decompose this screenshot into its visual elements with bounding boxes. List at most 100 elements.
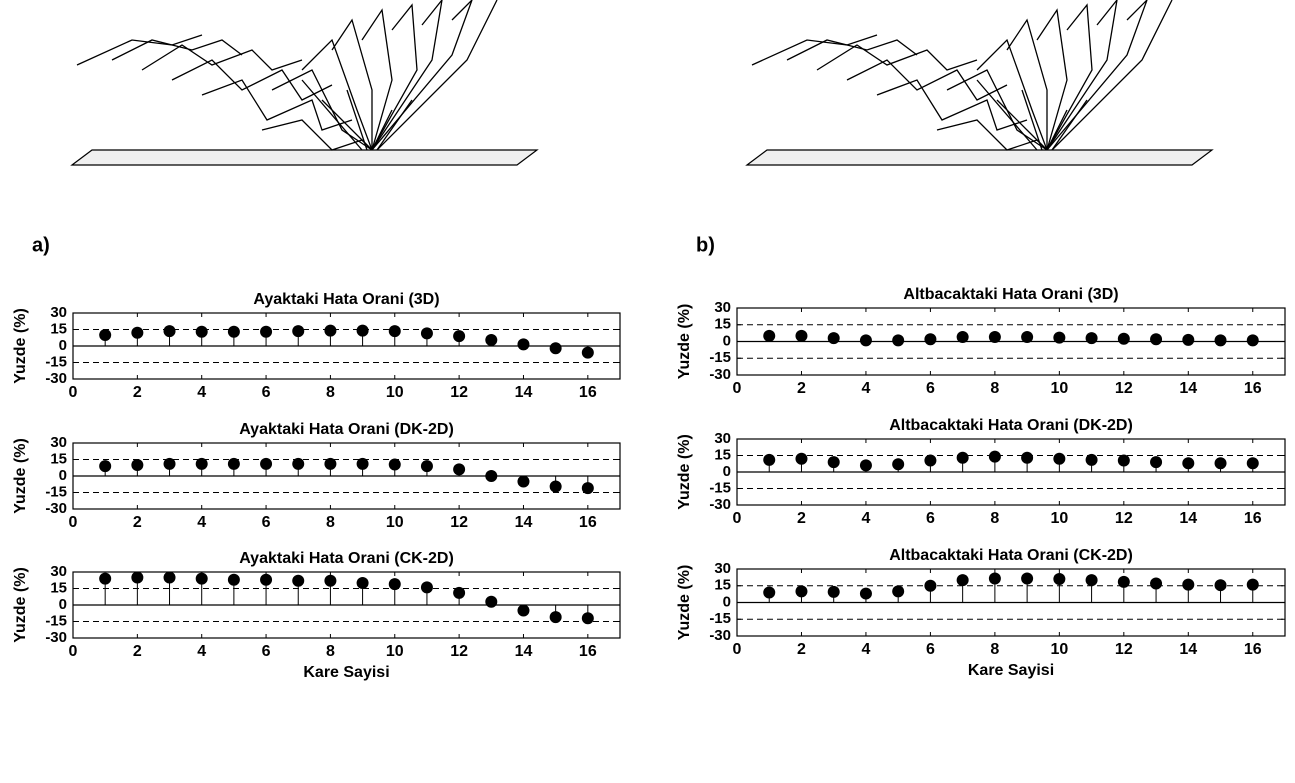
- stem-marker: [420, 460, 433, 473]
- x-tick-label: 6: [926, 641, 935, 658]
- plot-frame: [72, 312, 621, 380]
- stem-marker: [956, 331, 969, 344]
- stem-marker: [956, 451, 969, 464]
- stem-marker: [324, 457, 337, 470]
- stem-marker: [388, 325, 401, 338]
- stem-marker: [324, 574, 337, 587]
- x-tick-label: 12: [1115, 510, 1133, 527]
- stem-marker: [1117, 575, 1130, 588]
- stem-marker: [549, 611, 562, 624]
- y-tick-label: -30: [45, 629, 67, 646]
- x-tick-label: 10: [1050, 641, 1068, 658]
- x-tick-label: 4: [197, 384, 206, 401]
- stem-marker: [892, 458, 905, 471]
- stem-marker: [1053, 452, 1066, 465]
- x-tick-label: 12: [1115, 380, 1133, 397]
- stem-marker: [549, 342, 562, 355]
- x-tick-label: 10: [386, 514, 404, 531]
- y-tick-label: 0: [723, 463, 731, 480]
- chart: Altbacaktaki Hata Orani (3D) Yuzde (%) -30…: [676, 286, 1286, 397]
- x-tick-label: 12: [450, 514, 468, 531]
- stem-marker: [163, 571, 176, 584]
- plot-frame: [72, 442, 621, 510]
- y-tick-label: -30: [45, 500, 67, 517]
- stem-marker: [131, 326, 144, 339]
- x-tick-label: 6: [262, 643, 271, 660]
- x-tick-label: 6: [926, 510, 935, 527]
- stem-marker: [292, 325, 305, 338]
- y-tick-label: 15: [714, 577, 731, 594]
- x-tick-label: 2: [133, 643, 142, 660]
- y-tick-label: 30: [50, 304, 67, 321]
- y-tick-label: 30: [714, 299, 731, 316]
- stem-marker: [292, 574, 305, 587]
- stem-marker: [988, 331, 1001, 344]
- stem-marker: [795, 585, 808, 598]
- stem-marker: [388, 578, 401, 591]
- y-tick-label: 30: [50, 563, 67, 580]
- stem-marker: [924, 454, 937, 467]
- x-tick-label: 12: [450, 384, 468, 401]
- y-axis-label: Yuzde (%): [676, 434, 693, 510]
- stem-marker: [1117, 332, 1130, 345]
- x-tick-label: 0: [733, 510, 742, 527]
- stem-marker: [292, 457, 305, 470]
- stem-marker: [924, 333, 937, 346]
- y-tick-label: 15: [50, 320, 67, 337]
- stem-marker: [227, 457, 240, 470]
- x-tick-label: 10: [1050, 510, 1068, 527]
- y-tick-label: 0: [59, 467, 67, 484]
- chart: Altbacaktaki Hata Orani (DK-2D) Yuzde (%)…: [676, 417, 1286, 527]
- stem-marker: [549, 480, 562, 493]
- stem-marker: [988, 450, 1001, 463]
- stem-marker: [892, 585, 905, 598]
- stem-marker: [1214, 457, 1227, 470]
- x-tick-label: 16: [579, 643, 597, 660]
- chart-title: Altbacaktaki Hata Orani (3D): [903, 286, 1118, 303]
- stem-marker: [1214, 334, 1227, 347]
- stem-marker: [453, 463, 466, 476]
- stem-marker: [99, 460, 112, 473]
- x-tick-label: 6: [926, 380, 935, 397]
- x-tick-label: 14: [1179, 380, 1197, 397]
- stem-marker: [1246, 457, 1259, 470]
- x-tick-label: 6: [262, 514, 271, 531]
- stem-marker: [485, 595, 498, 608]
- x-tick-label: 0: [69, 514, 78, 531]
- x-tick-label: 0: [733, 641, 742, 658]
- panel-label: b): [696, 234, 715, 256]
- stem-marker: [1150, 333, 1163, 346]
- chart: Altbacaktaki Hata Orani (CK-2D) Yuzde (%)…: [676, 547, 1286, 679]
- x-tick-label: 16: [579, 384, 597, 401]
- x-tick-label: 8: [990, 641, 999, 658]
- x-tick-label: 16: [1244, 380, 1262, 397]
- y-tick-label: -30: [709, 627, 731, 644]
- stem-marker: [99, 572, 112, 585]
- stem-marker: [859, 459, 872, 472]
- y-tick-label: 0: [723, 332, 731, 349]
- chart-title: Ayaktaki Hata Orani (3D): [253, 291, 439, 308]
- y-tick-label: -30: [45, 370, 67, 387]
- y-tick-label: 30: [50, 434, 67, 451]
- x-tick-label: 2: [133, 384, 142, 401]
- plot-frame: [72, 571, 621, 639]
- x-tick-label: 10: [1050, 380, 1068, 397]
- x-tick-label: 0: [733, 380, 742, 397]
- x-tick-label: 14: [1179, 510, 1197, 527]
- x-axis-label: Kare Sayisi: [303, 664, 389, 681]
- plot-frame: [736, 438, 1286, 506]
- x-tick-label: 2: [797, 380, 806, 397]
- stem-marker: [356, 324, 369, 337]
- stem-marker: [195, 325, 208, 338]
- y-tick-label: 15: [714, 316, 731, 333]
- stem-marker: [1021, 451, 1034, 464]
- y-tick-label: -15: [45, 353, 67, 370]
- y-tick-label: 0: [59, 596, 67, 613]
- stick-figure: [71, 0, 538, 166]
- stem-marker: [827, 456, 840, 469]
- y-tick-label: 15: [50, 579, 67, 596]
- stem-marker: [163, 325, 176, 338]
- x-tick-label: 14: [1179, 641, 1197, 658]
- y-axis-label: Yuzde (%): [12, 308, 29, 384]
